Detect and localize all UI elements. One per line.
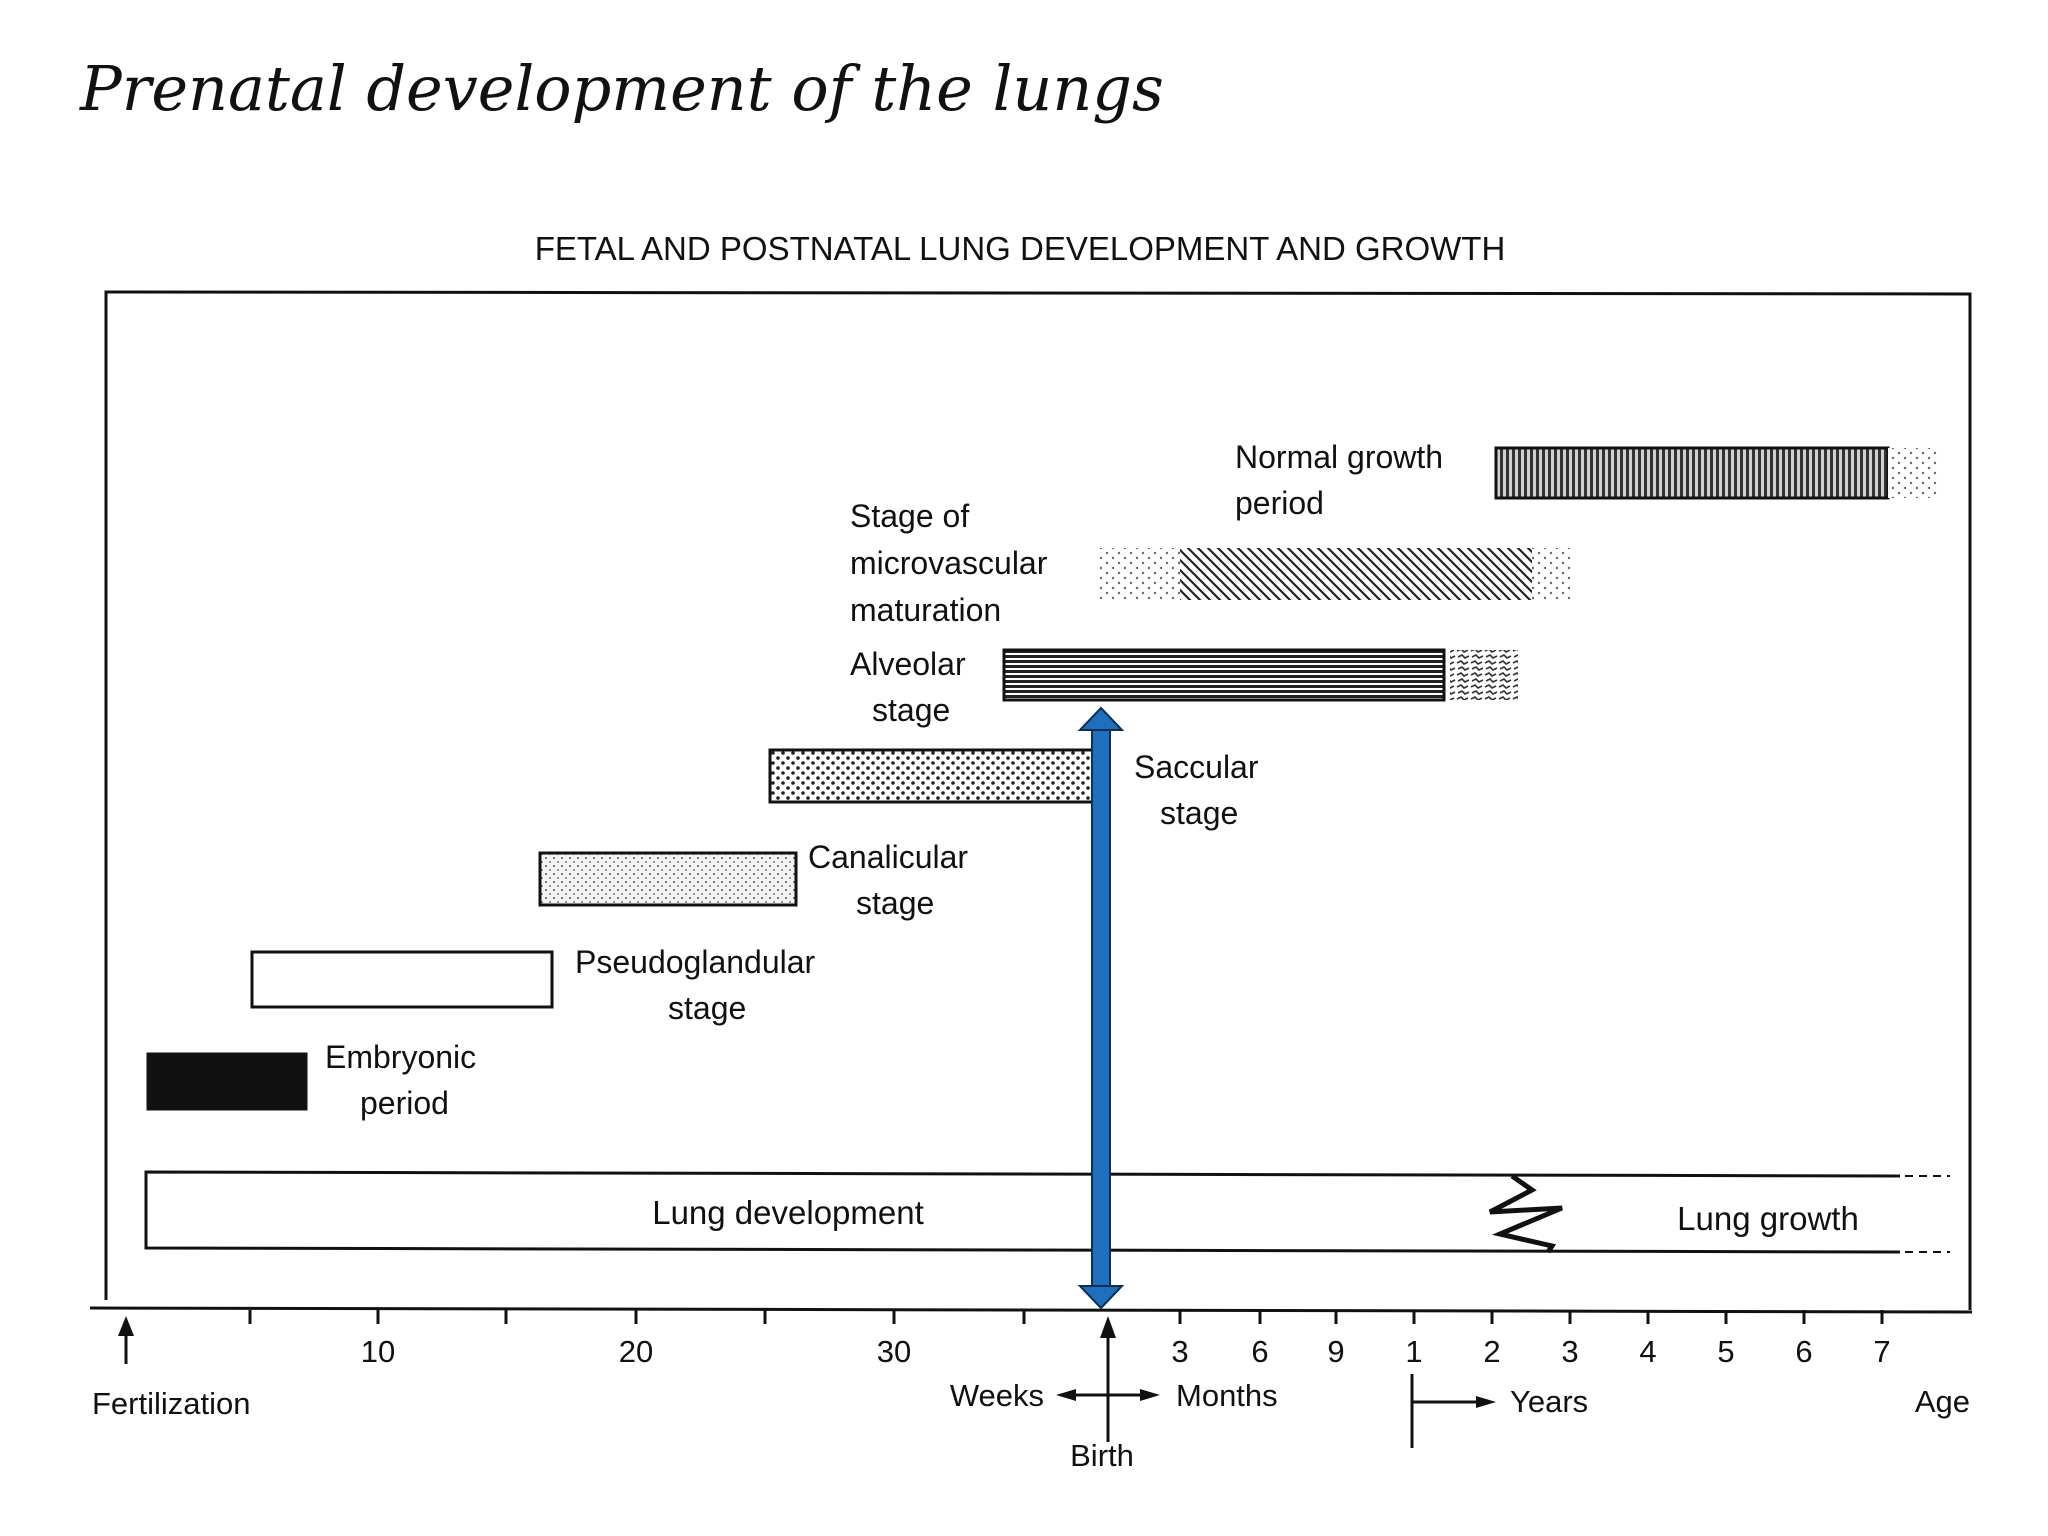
microvascular-label-line1: Stage of bbox=[850, 498, 969, 534]
embryonic-bar bbox=[146, 1052, 308, 1111]
year-tick-7: 7 bbox=[1873, 1334, 1890, 1369]
week-tick-30: 30 bbox=[877, 1334, 911, 1369]
months-arrowhead bbox=[1140, 1389, 1160, 1401]
chart-frame bbox=[104, 290, 1972, 1310]
time-axis bbox=[89, 1306, 1973, 1324]
fertilization-arrow bbox=[118, 1316, 134, 1364]
canalicular-bar bbox=[538, 851, 798, 907]
month-tick-3: 3 bbox=[1171, 1334, 1188, 1369]
month-tick-9: 9 bbox=[1327, 1334, 1344, 1369]
years-label: Years bbox=[1510, 1384, 1588, 1419]
months-label: Months bbox=[1176, 1378, 1278, 1413]
microvascular-label-line2: microvascular bbox=[850, 545, 1048, 581]
band-break-zigzag bbox=[1488, 1173, 1563, 1254]
birth-marker bbox=[1060, 1330, 1152, 1442]
alveolar-bar-tail bbox=[1450, 650, 1518, 700]
lung-development-label: Lung development bbox=[652, 1194, 924, 1231]
pseudoglandular-label-line1: Pseudoglandular bbox=[575, 944, 816, 980]
slide-title: Prenatal development of the lungs bbox=[80, 52, 1164, 125]
year-tick-6: 6 bbox=[1795, 1334, 1812, 1369]
fertilization-label: Fertilization bbox=[92, 1386, 251, 1421]
normal-growth-label-line2: period bbox=[1235, 485, 1324, 521]
lung-growth-label: Lung growth bbox=[1677, 1200, 1859, 1237]
normal-growth-bar bbox=[1494, 446, 1890, 500]
saccular-label-line1: Saccular bbox=[1134, 749, 1259, 785]
week-tick-10: 10 bbox=[361, 1334, 395, 1369]
saccular-bar bbox=[768, 748, 1110, 804]
normal-growth-label-line1: Normal growth bbox=[1235, 439, 1443, 475]
microvascular-bar-tail bbox=[1532, 548, 1572, 600]
diagram-title: FETAL AND POSTNATAL LUNG DEVELOPMENT AND… bbox=[535, 230, 1506, 267]
month-tick-6: 6 bbox=[1251, 1334, 1268, 1369]
canalicular-label-line1: Canalicular bbox=[808, 839, 968, 875]
stage-labels: Embryonic period Pseudoglandular stage C… bbox=[325, 439, 1443, 1121]
year-tick-5: 5 bbox=[1717, 1334, 1734, 1369]
week-tick-20: 20 bbox=[619, 1334, 653, 1369]
canalicular-label-line2: stage bbox=[856, 885, 934, 921]
year-tick-4: 4 bbox=[1639, 1334, 1656, 1369]
microvascular-label-line3: maturation bbox=[850, 592, 1001, 628]
weeks-arrowhead bbox=[1056, 1389, 1076, 1401]
normal-growth-bar-tail bbox=[1888, 448, 1938, 498]
year-tick-1: 1 bbox=[1405, 1334, 1422, 1369]
year-tick-2: 2 bbox=[1483, 1334, 1500, 1369]
microvascular-bar bbox=[1180, 548, 1532, 600]
embryonic-label-line2: period bbox=[360, 1085, 449, 1121]
pseudoglandular-bar bbox=[250, 950, 554, 1009]
years-bracket bbox=[1410, 1374, 1482, 1448]
pseudoglandular-label-line2: stage bbox=[668, 990, 746, 1026]
embryonic-label-line1: Embryonic bbox=[325, 1039, 476, 1075]
weeks-label: Weeks bbox=[950, 1378, 1044, 1413]
alveolar-label-line2: stage bbox=[872, 692, 950, 728]
alveolar-bar bbox=[1002, 648, 1446, 702]
year-tick-3: 3 bbox=[1561, 1334, 1578, 1369]
age-label: Age bbox=[1915, 1384, 1970, 1419]
birth-label: Birth bbox=[1070, 1438, 1134, 1473]
development-band bbox=[144, 1170, 1950, 1254]
birth-arrowhead bbox=[1100, 1316, 1116, 1338]
saccular-label-line2: stage bbox=[1160, 795, 1238, 831]
microvascular-bar-lead bbox=[1100, 548, 1180, 600]
birth-highlight-arrow bbox=[1077, 706, 1125, 1310]
alveolar-label-line1: Alveolar bbox=[850, 646, 966, 682]
years-arrowhead bbox=[1476, 1396, 1496, 1408]
